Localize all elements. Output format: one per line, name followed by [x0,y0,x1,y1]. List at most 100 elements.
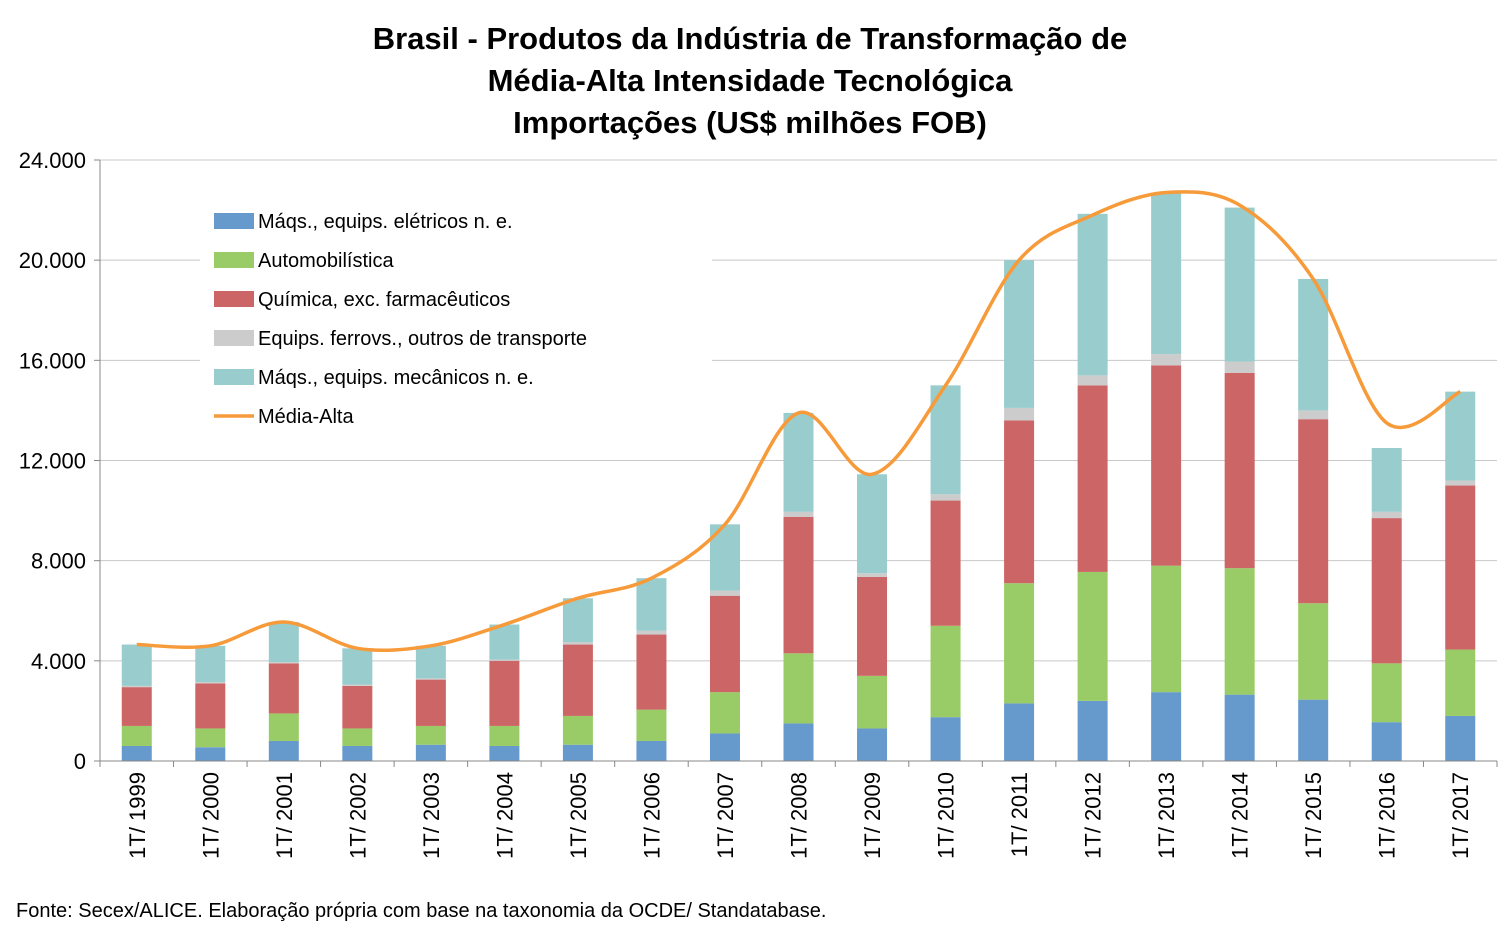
legend-label: Equips. ferrovs., outros de transporte [258,328,587,350]
bar-segment [415,678,446,680]
bar-segment [709,733,740,761]
bar-segment [1224,207,1255,362]
y-tick-label: 0 [74,749,86,774]
x-tick-label: 1T/ 2012 [1081,772,1106,859]
bar-segment [342,684,373,686]
bar-stack [415,645,446,761]
bar-segment [930,717,961,761]
bar-segment [783,516,814,654]
chart-title-line-3: Importações (US$ milhões FOB) [513,105,987,140]
stacked-bar-chart: 0 4.000 8.000 12.000 16.000 20.000 24.000 1T/ 1… [19,148,1498,859]
x-tick-label: 1T/ 2004 [492,772,517,859]
y-tick-label: 12.000 [19,449,86,474]
bar-segment [121,685,152,688]
legend-swatch [214,330,254,346]
bar-segment [268,662,299,664]
bar-stack [1077,213,1108,761]
y-tick-label: 8.000 [31,549,86,574]
bar-stack [857,474,888,761]
bar-segment [195,645,226,683]
bar-segment [1298,603,1329,700]
bar-segment [195,682,226,684]
bar-segment [709,692,740,734]
x-tick-label: 1T/ 2003 [419,772,444,859]
bar-segment [857,576,888,676]
bar-stack [709,524,740,761]
bar-segment [636,709,667,741]
bar-segment [1077,571,1108,701]
bar-segment [195,683,226,729]
legend-background [200,196,712,446]
x-tick-label: 1T/ 2014 [1228,772,1253,859]
bar-segment [268,740,299,761]
bar-segment [1445,485,1476,650]
x-tick-label: 1T/ 1999 [125,772,150,859]
bar-segment [415,744,446,761]
bar-segment [342,685,373,729]
bar-stack [1151,192,1182,761]
legend-swatch [214,291,254,307]
x-tick-label: 1T/ 2002 [345,772,370,859]
bar-segment [1151,192,1182,355]
x-tick-label: 1T/ 2005 [566,772,591,859]
bar-segment [857,573,888,577]
bar-segment [1298,699,1329,761]
bar-segment [121,644,152,686]
bar-segment [1371,663,1402,723]
x-tick-label: 1T/ 2009 [860,772,885,859]
bar-segment [1224,372,1255,569]
bar-stack [121,644,152,761]
chart-title-line-2: Média-Alta Intensidade Tecnológica [487,63,1013,98]
bar-segment [1224,568,1255,695]
bar-stack [268,622,299,761]
bar-segment [1224,694,1255,761]
legend-label: Média-Alta [258,406,354,428]
bar-segment [1151,692,1182,761]
bar-segment [857,675,888,729]
y-tick-label: 4.000 [31,649,86,674]
legend-swatch [214,369,254,385]
axes: 0 4.000 8.000 12.000 16.000 20.000 24.000 1T/ 1… [19,148,1498,859]
bar-stack [1004,260,1035,761]
bar-segment [1077,213,1108,376]
bar-segment [1298,419,1329,604]
bar-segment [1004,583,1035,704]
bar-segment [1077,700,1108,761]
bar-stack [1224,207,1255,761]
x-tick-label: 1T/ 2008 [787,772,812,859]
legend-swatch [214,213,254,229]
bar-segment [1371,722,1402,761]
bar-segment [489,659,520,661]
bar-stack [1371,447,1402,761]
bar-segment [1371,511,1402,519]
bar-segment [857,728,888,761]
bar-stack [1298,278,1329,761]
bar-segment [268,663,299,714]
legend-swatch [214,252,254,268]
bar-segment [930,494,961,501]
bar-stack [783,412,814,761]
source-note: Fonte: Secex/ALICE. Elaboração própria c… [16,900,827,922]
bar-segment [1077,375,1108,386]
x-tick-label: 1T/ 2016 [1375,772,1400,859]
bar-segment [1004,703,1035,761]
bar-segment [636,630,667,635]
bar-segment [415,679,446,726]
bar-segment [1224,361,1255,373]
y-tick-label: 24.000 [19,148,86,173]
bar-segment [783,653,814,724]
bar-segment [636,740,667,761]
legend-label: Máqs., equips. elétricos n. e. [258,211,513,233]
x-tick-label: 1T/ 2001 [272,772,297,859]
y-tick-label: 20.000 [19,248,86,273]
bar-segment [489,660,520,726]
bar-stack [562,598,593,761]
line-media-alta [136,190,1462,653]
bar-segment [709,595,740,693]
bar-segment [930,625,961,718]
legend: Máqs., equips. elétricos n. e. Automobilí… [200,196,712,446]
bar-segment [121,725,152,746]
legend-label: Automobilística [258,250,394,272]
bar-segment [562,598,593,643]
bar-segment [1371,518,1402,664]
